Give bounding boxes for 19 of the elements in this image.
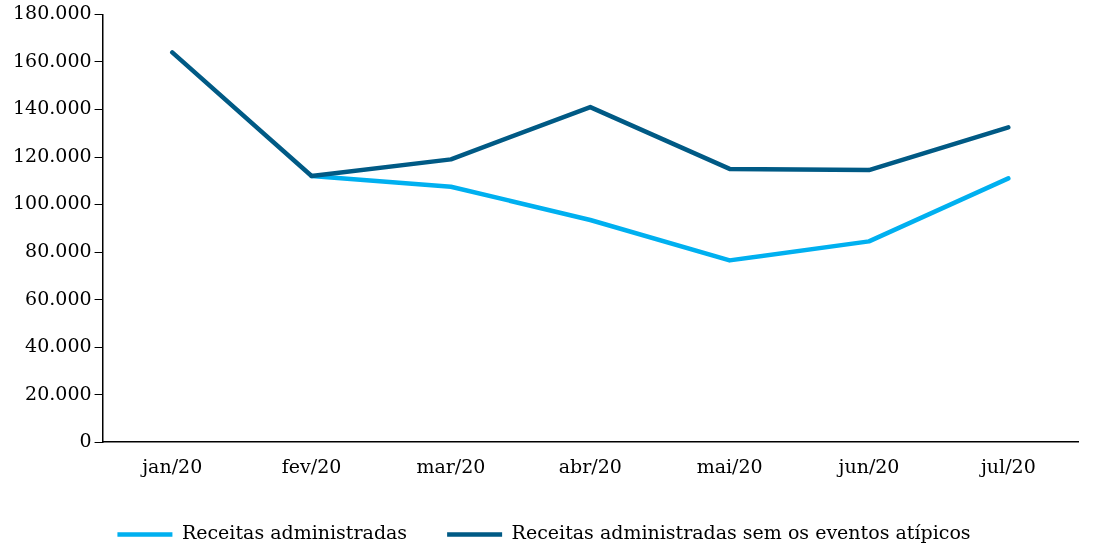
x-tick-label: jun/20 [836,454,900,477]
x-tick-label: mai/20 [696,454,763,477]
y-tick-label: 140.000 [12,96,92,119]
y-tick-label: 40.000 [25,334,92,357]
legend-label: Receitas administradas [181,521,408,544]
y-tick-label: 160.000 [12,48,92,71]
x-tick-label: jul/20 [978,454,1036,477]
x-tick-label: jan/20 [140,454,203,477]
y-tick-label: 60.000 [25,286,92,309]
y-tick-label: 80.000 [25,239,92,261]
legend-label: Receitas administradas sem os eventos atípicos [511,521,971,544]
x-tick-label: mar/20 [416,454,486,477]
x-tick-label: abr/20 [558,454,622,477]
y-tick-label: 0 [79,429,92,452]
y-tick-label: 180.000 [12,1,92,24]
y-tick-label: 120.000 [12,143,92,166]
x-tick-label: fev/20 [281,454,342,477]
y-tick-label: 20.000 [25,381,92,404]
y-tick-label: 100.000 [12,191,92,214]
